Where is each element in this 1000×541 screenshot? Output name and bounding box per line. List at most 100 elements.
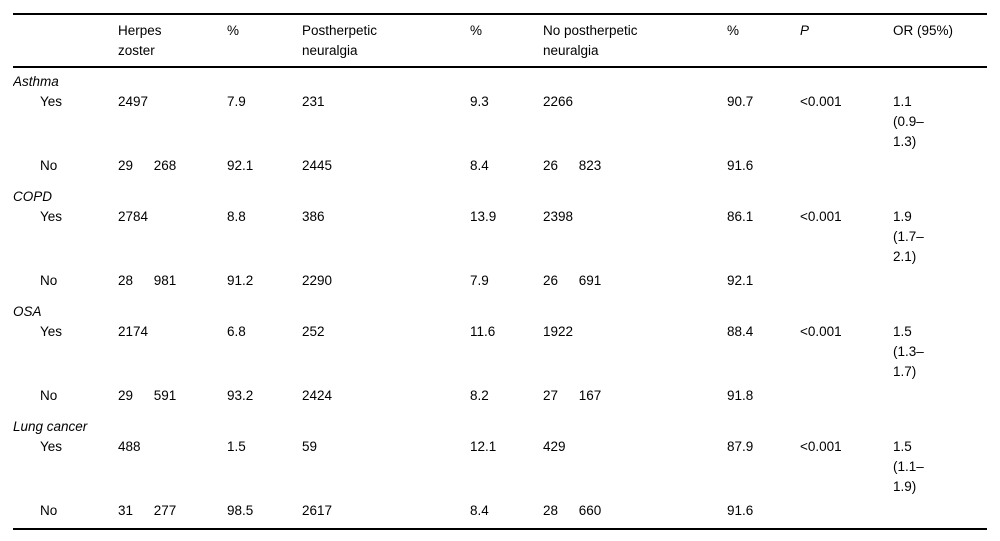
cell-phn-pct: 11.6: [470, 324, 496, 339]
row-label: No: [40, 158, 58, 173]
cell-no-phn-pct: 91.6: [727, 503, 754, 518]
header-p-value: P: [800, 23, 810, 38]
cell-phn-n: 2617: [302, 503, 333, 518]
cell-herpes-zoster-n: 31 277: [118, 503, 177, 518]
category-label: Asthma: [13, 74, 59, 89]
cell-no-phn-pct: 91.8: [727, 388, 754, 403]
row-label: Yes: [40, 324, 63, 339]
cell-phn-pct: 8.4: [470, 158, 489, 173]
cell-or: [893, 271, 987, 298]
cell-p-value: <0.001: [800, 324, 842, 339]
cell-phn-n: 252: [302, 324, 325, 339]
row-label: No: [40, 388, 58, 403]
data-row-copd-no: No 28 981 91.2 2290 7.9 26 691 92.1: [13, 271, 987, 298]
cell-herpes-zoster-n: 2497: [118, 94, 149, 109]
cell-phn-n: 386: [302, 209, 325, 224]
header-empty: [13, 14, 118, 67]
cell-no-phn-n: 2266: [543, 94, 574, 109]
header-percent-1: %: [227, 23, 240, 38]
table-header-row: Herpes zoster % Postherpetic neuralgia %…: [13, 14, 987, 67]
cell-no-phn-n: 429: [543, 439, 566, 454]
category-label: Lung cancer: [13, 419, 88, 434]
header-herpes-zoster: Herpes zoster: [118, 23, 162, 58]
data-row-osa-no: No 29 591 93.2 2424 8.2 27 167 91.8: [13, 386, 987, 413]
cell-no-phn-pct: 91.6: [727, 158, 754, 173]
cell-herpes-zoster-n: 488: [118, 439, 141, 454]
cell-p-value: <0.001: [800, 94, 842, 109]
cell-no-phn-n: 27 167: [543, 388, 602, 403]
row-label: Yes: [40, 94, 63, 109]
cell-or: [893, 156, 987, 183]
data-row-lung-cancer-yes: Yes 488 1.5 59 12.1 429 87.9 <0.001 1.5 …: [13, 437, 987, 501]
row-label: Yes: [40, 209, 63, 224]
category-label: OSA: [13, 304, 42, 319]
cell-no-phn-n: 26 823: [543, 158, 602, 173]
cell-herpes-zoster-pct: 7.9: [227, 94, 246, 109]
cell-p-value: [800, 156, 893, 183]
cell-no-phn-n: 26 691: [543, 273, 602, 288]
cell-phn-n: 2445: [302, 158, 333, 173]
header-no-postherpetic-neuralgia: No postherpetic neuralgia: [543, 23, 638, 58]
category-label: COPD: [13, 189, 53, 204]
cell-no-phn-n: 28 660: [543, 503, 602, 518]
cell-no-phn-n: 2398: [543, 209, 574, 224]
cell-no-phn-pct: 87.9: [727, 439, 754, 454]
row-label: No: [40, 273, 58, 288]
cell-p-value: <0.001: [800, 439, 842, 454]
header-percent-2: %: [470, 23, 483, 38]
cell-or: 1.5 (1.3–1.7): [893, 324, 924, 379]
cell-or: [893, 501, 987, 529]
cell-no-phn-pct: 88.4: [727, 324, 754, 339]
cell-phn-pct: 13.9: [470, 209, 497, 224]
cell-herpes-zoster-n: 2174: [118, 324, 149, 339]
cell-or: 1.5 (1.1–1.9): [893, 439, 924, 494]
header-percent-3: %: [727, 23, 740, 38]
header-postherpetic-neuralgia: Postherpetic neuralgia: [302, 23, 378, 58]
header-or-95: OR (95%): [893, 23, 954, 38]
cell-p-value: [800, 501, 893, 529]
cell-herpes-zoster-pct: 92.1: [227, 158, 254, 173]
cell-herpes-zoster-pct: 6.8: [227, 324, 246, 339]
cell-or: 1.1 (0.9–1.3): [893, 94, 924, 149]
cell-p-value: [800, 386, 893, 413]
cell-herpes-zoster-pct: 91.2: [227, 273, 254, 288]
cell-no-phn-n: 1922: [543, 324, 574, 339]
cell-no-phn-pct: 86.1: [727, 209, 754, 224]
cell-phn-pct: 9.3: [470, 94, 489, 109]
cell-herpes-zoster-pct: 1.5: [227, 439, 246, 454]
cell-phn-n: 2424: [302, 388, 333, 403]
comorbidity-table-container: Herpes zoster % Postherpetic neuralgia %…: [13, 13, 987, 530]
cell-phn-pct: 7.9: [470, 273, 489, 288]
cell-no-phn-pct: 90.7: [727, 94, 754, 109]
cell-or: 1.9 (1.7–2.1): [893, 209, 924, 264]
data-row-lung-cancer-no: No 31 277 98.5 2617 8.4 28 660 91.6: [13, 501, 987, 529]
cell-p-value: <0.001: [800, 209, 842, 224]
cell-herpes-zoster-pct: 98.5: [227, 503, 254, 518]
cell-phn-pct: 12.1: [470, 439, 497, 454]
row-label: No: [40, 503, 58, 518]
category-row-asthma: Asthma: [13, 67, 987, 92]
data-row-asthma-yes: Yes 2497 7.9 231 9.3 2266 90.7 <0.001 1.…: [13, 92, 987, 156]
cell-herpes-zoster-pct: 8.8: [227, 209, 246, 224]
category-row-osa: OSA: [13, 298, 987, 322]
data-row-copd-yes: Yes 2784 8.8 386 13.9 2398 86.1 <0.001 1…: [13, 207, 987, 271]
cell-p-value: [800, 271, 893, 298]
cell-herpes-zoster-n: 29 591: [118, 388, 177, 403]
cell-herpes-zoster-n: 2784: [118, 209, 149, 224]
cell-herpes-zoster-n: 29 268: [118, 158, 177, 173]
comorbidity-table: Herpes zoster % Postherpetic neuralgia %…: [13, 13, 987, 530]
cell-phn-n: 2290: [302, 273, 333, 288]
cell-phn-n: 231: [302, 94, 325, 109]
category-row-lung-cancer: Lung cancer: [13, 413, 987, 437]
category-row-copd: COPD: [13, 183, 987, 207]
cell-phn-pct: 8.2: [470, 388, 489, 403]
cell-or: [893, 386, 987, 413]
data-row-osa-yes: Yes 2174 6.8 252 11.6 1922 88.4 <0.001 1…: [13, 322, 987, 386]
data-row-asthma-no: No 29 268 92.1 2445 8.4 26 823 91.6: [13, 156, 987, 183]
row-label: Yes: [40, 439, 63, 454]
cell-herpes-zoster-n: 28 981: [118, 273, 177, 288]
cell-phn-pct: 8.4: [470, 503, 489, 518]
cell-phn-n: 59: [302, 439, 318, 454]
cell-no-phn-pct: 92.1: [727, 273, 754, 288]
cell-herpes-zoster-pct: 93.2: [227, 388, 254, 403]
